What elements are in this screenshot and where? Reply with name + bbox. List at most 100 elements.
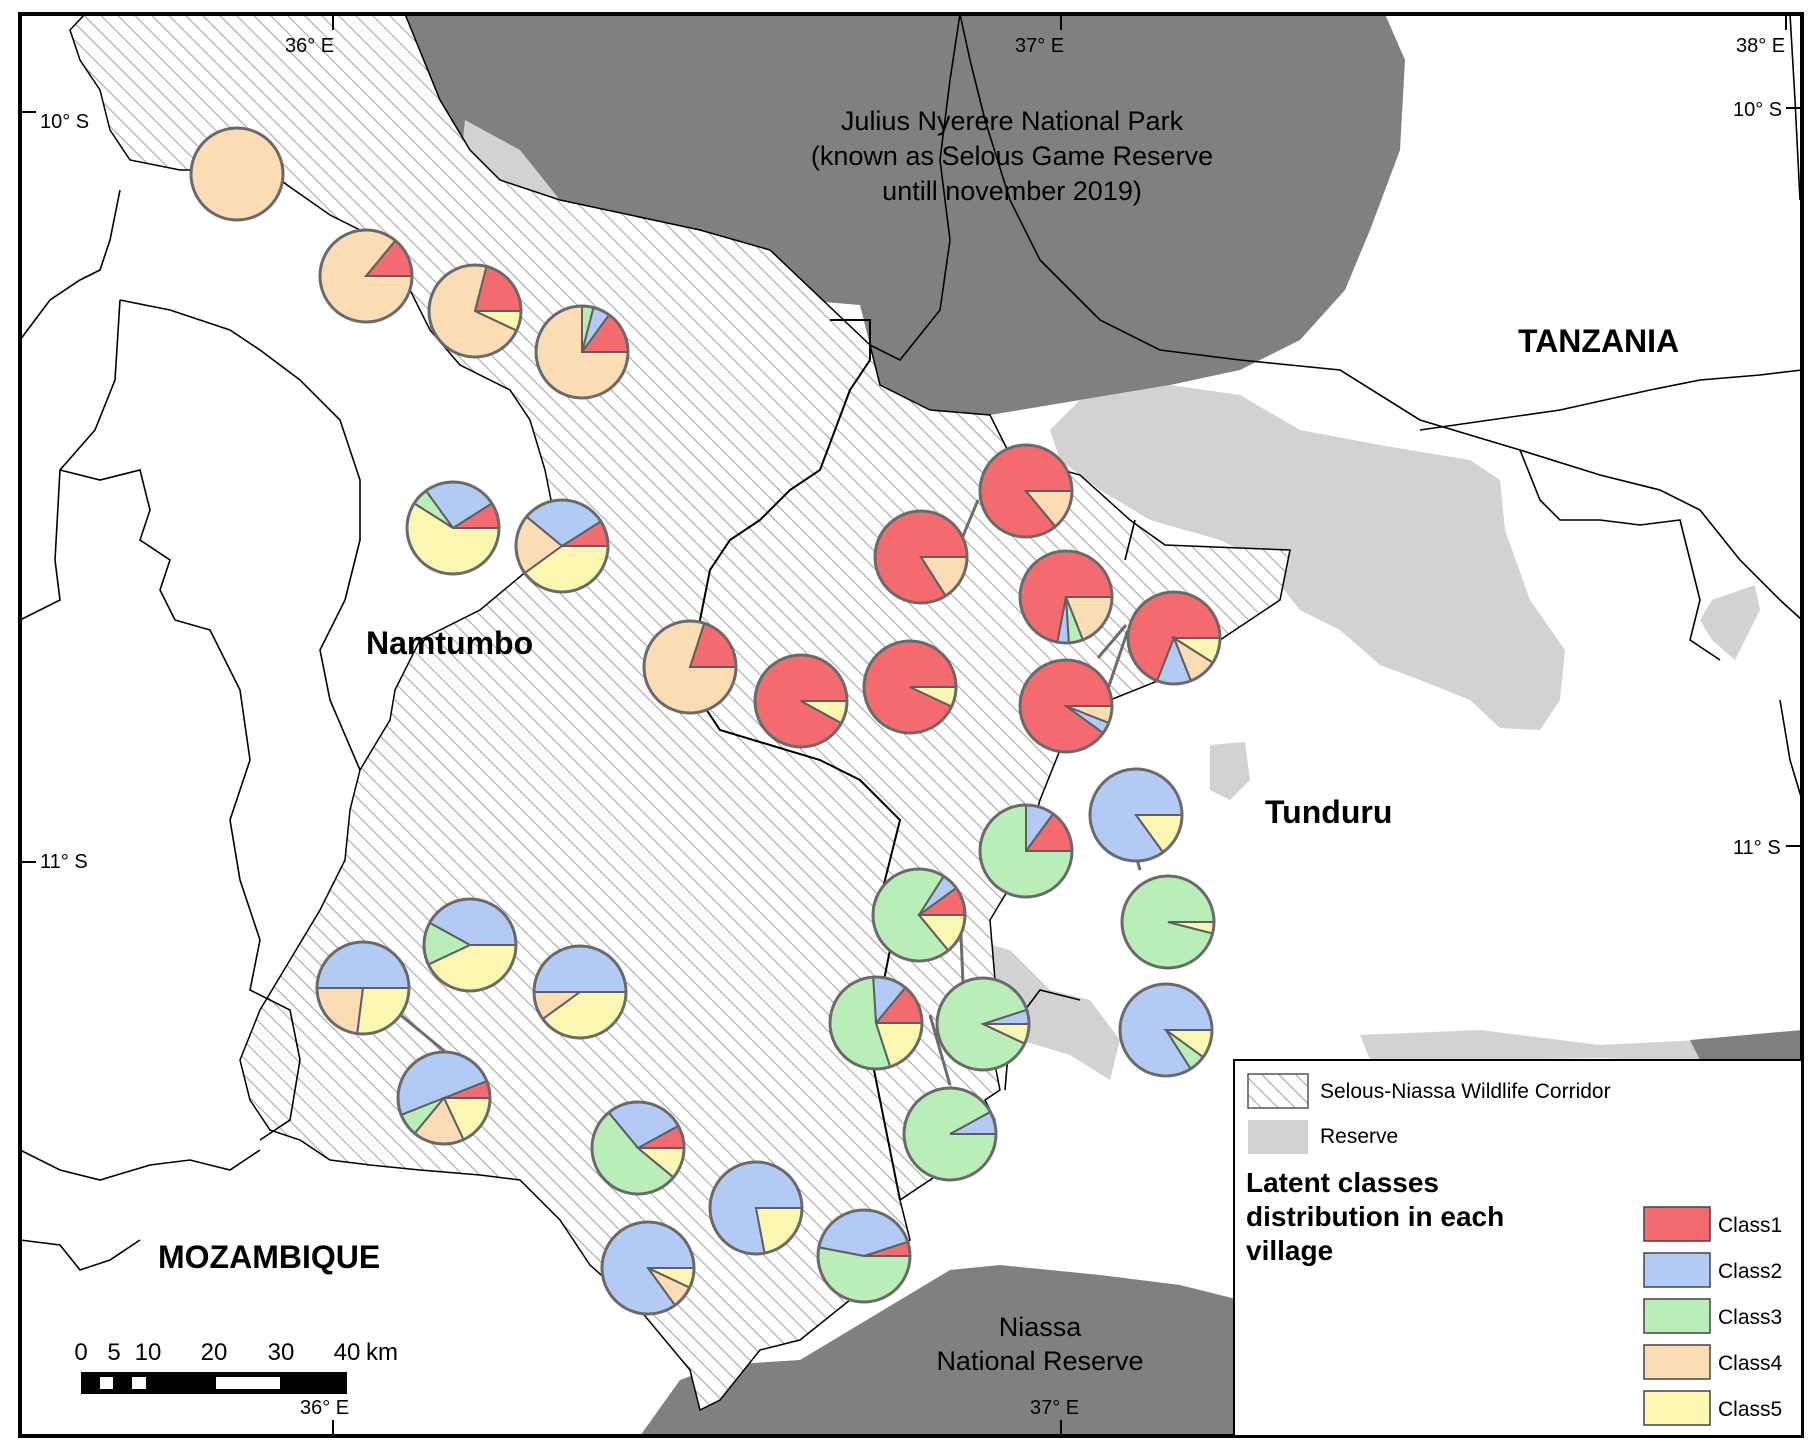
svg-text:(known as Selous Game Reserve: (known as Selous Game Reserve: [811, 141, 1213, 171]
village-pie: [1088, 767, 1184, 863]
tick-left-11s: 11° S: [40, 851, 88, 873]
village-pie: [873, 509, 969, 605]
national-park-area: [405, 14, 1405, 415]
svg-text:National Reserve: National Reserve: [936, 1346, 1143, 1376]
pie-outline: [753, 653, 849, 749]
pie-outline: [189, 126, 285, 222]
tick-top-38e: 38° E: [1736, 35, 1785, 57]
pie-outline: [318, 228, 414, 324]
village-pie: [396, 1050, 492, 1146]
svg-text:untill november 2019): untill november 2019): [882, 176, 1142, 206]
village-pie: [427, 263, 523, 359]
legend-label-class1: Class1: [1718, 1214, 1782, 1237]
pie-outline: [405, 480, 501, 576]
legend-label-class4: Class4: [1718, 1352, 1783, 1375]
village-pie: [318, 228, 414, 324]
tick-top-36e: 36° E: [285, 35, 334, 57]
pie-outline: [427, 263, 523, 359]
pie-outline: [828, 975, 924, 1071]
pie-outline: [902, 1086, 998, 1182]
tick-left-10s: 10° S: [40, 111, 89, 133]
tick-bottom-36e: 36° E: [300, 1397, 349, 1419]
tick-right-10s: 10° S: [1733, 99, 1782, 121]
tick-right-11s: 11° S: [1733, 837, 1781, 859]
legend-reserve-label: Reserve: [1320, 1125, 1398, 1148]
svg-text:20: 20: [201, 1339, 228, 1366]
pie-outline: [935, 976, 1031, 1072]
village-pie: [642, 619, 738, 715]
reserve-area-small-center: [1210, 742, 1250, 800]
svg-text:0: 0: [74, 1339, 87, 1366]
village-pie: [753, 653, 849, 749]
village-pie: [978, 803, 1074, 899]
pie-outline: [871, 867, 967, 963]
village-pie: [189, 126, 285, 222]
pie-outline: [1018, 549, 1114, 645]
village-pie: [828, 975, 924, 1071]
legend-corridor-label: Selous-Niassa Wildlife Corridor: [1320, 1080, 1611, 1103]
village-pie: [935, 976, 1031, 1072]
pie-outline: [315, 940, 411, 1036]
legend-swatch-class3: [1643, 1298, 1711, 1334]
pie-outline: [422, 897, 518, 993]
village-pie: [862, 639, 958, 735]
park-label: Julius Nyerere National Park (known as S…: [811, 106, 1213, 206]
pie-outline: [1018, 658, 1114, 754]
svg-text:5: 5: [107, 1339, 120, 1366]
village-pie: [534, 304, 630, 400]
legend: Selous-Niassa Wildlife Corridor Reserve …: [1233, 1059, 1803, 1437]
village-pie: [1018, 658, 1114, 754]
village-pie: [590, 1100, 686, 1196]
niassa-label: Niassa National Reserve: [936, 1312, 1143, 1376]
village-pies: [189, 126, 1761, 1316]
mozambique-label: MOZAMBIQUE: [158, 1239, 380, 1275]
pie-outline: [1120, 874, 1216, 970]
village-pie: [1118, 982, 1214, 1078]
legend-swatch-class5: [1643, 1390, 1711, 1426]
tanzania-label: TANZANIA: [1518, 323, 1679, 359]
pie-outline: [1126, 590, 1222, 686]
pie-outline: [1088, 767, 1184, 863]
niassa-reserve-area: [640, 1265, 1240, 1436]
pie-outline: [600, 1220, 696, 1316]
reserve-area-small-east: [1700, 585, 1760, 660]
village-pie: [708, 1160, 804, 1256]
village-pie: [871, 867, 967, 963]
pie-outline: [514, 498, 610, 594]
namtumbo-label: Namtumbo: [366, 625, 533, 661]
tunduru-label: Tunduru: [1265, 794, 1392, 830]
pie-outline: [978, 803, 1074, 899]
svg-text:40: 40: [334, 1339, 361, 1366]
scale-bar: 0 5 10 20 30 40 km: [74, 1339, 398, 1394]
legend-label-class3: Class3: [1718, 1306, 1782, 1329]
village-pie: [422, 897, 518, 993]
svg-text:30: 30: [268, 1339, 295, 1366]
legend-swatch-class2: [1643, 1252, 1711, 1288]
map-frame: [18, 12, 1804, 1438]
tick-top-37e: 37° E: [1015, 35, 1064, 57]
pie-outline: [534, 304, 630, 400]
svg-text:km: km: [366, 1339, 398, 1366]
pie-outline: [816, 1208, 912, 1304]
svg-text:village: village: [1246, 1235, 1333, 1266]
legend-title: Latent classes: [1246, 1167, 1439, 1198]
village-pie: [1126, 590, 1222, 686]
village-pie: [514, 498, 610, 594]
village-pie: [405, 480, 501, 576]
legend-swatch-class1: [1643, 1206, 1711, 1242]
pie-outline: [978, 443, 1074, 539]
village-pie: [1120, 874, 1216, 970]
pie-outline: [708, 1160, 804, 1256]
tick-bottom-37e: 37° E: [1030, 1397, 1079, 1419]
pie-outline: [862, 639, 958, 735]
legend-swatch-class4: [1643, 1344, 1711, 1380]
svg-text:10: 10: [135, 1339, 162, 1366]
pie-outline: [642, 619, 738, 715]
reserve-area-southeast: [1360, 1030, 1740, 1062]
pie-outline: [1118, 982, 1214, 1078]
village-pie: [978, 443, 1074, 539]
village-pie: [1018, 549, 1114, 645]
svg-text:Niassa: Niassa: [999, 1312, 1083, 1342]
village-pie: [816, 1208, 912, 1304]
